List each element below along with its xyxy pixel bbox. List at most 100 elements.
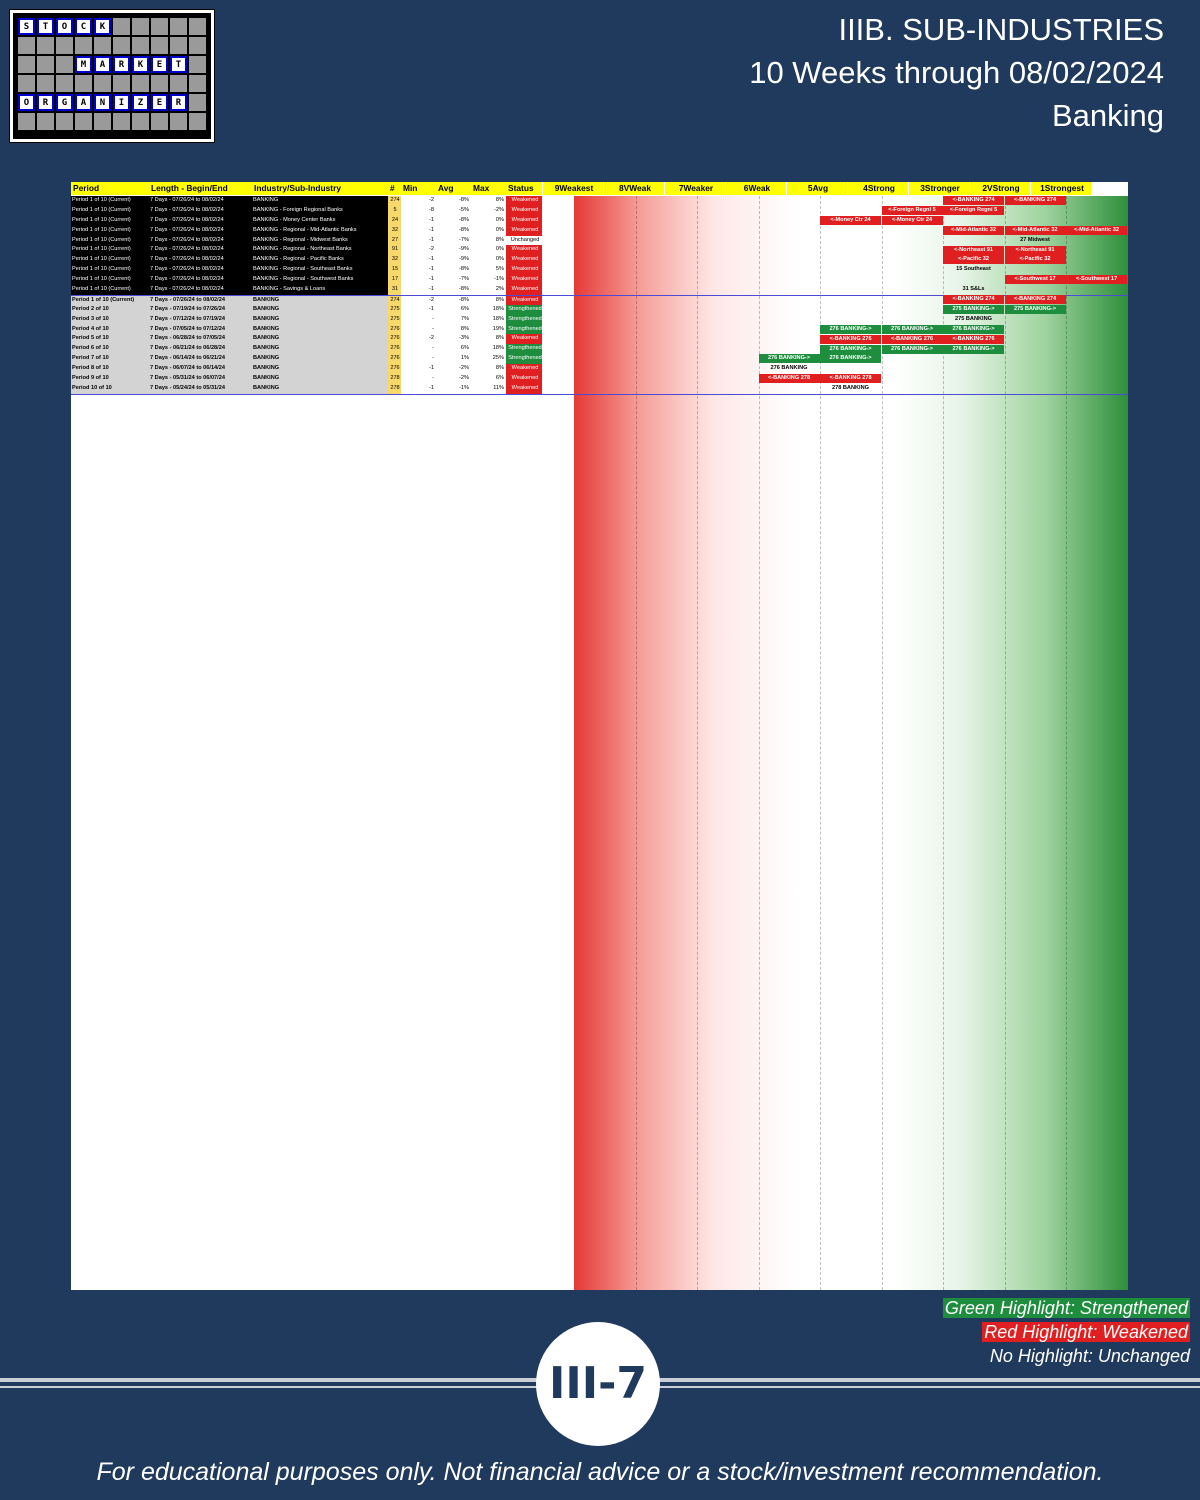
cell-l: 7 Days - 07/05/24 to 07/12/24: [149, 324, 252, 335]
table-row: [71, 1205, 1128, 1215]
band-label: <-Money Ctr 24: [881, 215, 943, 225]
cell-l: 7 Days - 05/31/24 to 06/07/24: [149, 374, 252, 384]
table-row: [71, 750, 1128, 760]
table-row: [71, 898, 1128, 908]
cell-n: 24: [388, 215, 401, 226]
band-divider: [635, 196, 637, 1290]
header-row: Period Length - Begin/End Industry/Sub-Ind…: [71, 182, 1128, 195]
logo-tile: [56, 75, 73, 92]
table-row: Period 1 of 10 (Current) 7 Days - 07/26/2…: [71, 285, 1128, 295]
column-header: 6Weak: [725, 182, 786, 195]
cell-mn: -2: [429, 246, 434, 253]
band-divider: [943, 196, 944, 1290]
band-label: <-Pacific 32: [943, 255, 1004, 265]
cell-mx: 18%: [492, 305, 504, 312]
cell-p: Period 9 of 10: [71, 374, 149, 384]
cell-mn: -2: [429, 197, 434, 203]
band-label: <-Northeast 91: [1004, 245, 1066, 255]
table-row: [71, 513, 1128, 523]
column-header: Avg: [436, 182, 471, 195]
logo-tile: [189, 113, 206, 130]
disclaimer: For educational purposes only. Not finan…: [96, 1458, 1104, 1486]
cell-mx: 0%: [495, 256, 504, 263]
table-row: [71, 433, 1128, 443]
table-row: [71, 888, 1128, 898]
table-row: [71, 780, 1128, 790]
cell-p: Period 10 of 10: [71, 383, 149, 394]
column-header: 7Weaker: [664, 182, 725, 195]
cell-i: BANKING: [252, 374, 388, 384]
legend-red: Red Highlight: Weakened: [982, 1322, 1190, 1342]
cell-n: 17: [388, 275, 401, 286]
column-header: 9Weakest: [542, 182, 603, 195]
band-label: <-BANKING 274: [1004, 295, 1066, 304]
cell-n: 278: [388, 374, 401, 384]
logo-tile: O: [18, 94, 35, 111]
column-header: 2VStrong: [969, 182, 1030, 195]
cell-av: -8%: [459, 197, 469, 203]
cell-l: 7 Days - 07/26/24 to 08/02/24: [149, 205, 252, 216]
cell-n: 27: [388, 235, 401, 246]
cell-mx: 8%: [495, 236, 504, 243]
cell-l: 7 Days - 07/26/24 to 08/02/24: [149, 285, 252, 295]
logo-tile: K: [132, 56, 149, 73]
cell-n: 32: [388, 255, 401, 266]
table-row: Period 9 of 10 7 Days - 05/31/24 to 06/07…: [71, 374, 1128, 384]
table-row: [71, 522, 1128, 532]
table-row: [71, 869, 1128, 879]
cell-mn: -: [432, 355, 434, 362]
table-row: Period 1 of 10 (Current) 7 Days - 07/26/2…: [71, 245, 1128, 256]
cell-av: -5%: [459, 206, 469, 213]
table-row: [71, 958, 1128, 968]
logo-tile: [132, 18, 149, 35]
cell-s: Weakened: [506, 196, 542, 206]
band-divider: [1004, 196, 1006, 1290]
table-row: [71, 770, 1128, 780]
band-divider: [881, 196, 883, 1290]
logo-tile: [75, 113, 92, 130]
band-label: 276 BANKING->: [943, 344, 1004, 354]
cell-av: -9%: [459, 246, 469, 253]
logo-tile: [132, 113, 149, 130]
logo-tile: C: [75, 18, 92, 35]
cell-n: 274: [388, 196, 401, 206]
cell-l: 7 Days - 07/26/24 to 08/02/24: [149, 245, 252, 256]
cell-p: Period 5 of 10: [71, 334, 149, 345]
table-row: Period 1 of 10 (Current) 7 Days - 07/26/2…: [71, 235, 1128, 246]
band-label: 275 BANKING->: [943, 304, 1004, 314]
column-header: Max: [471, 182, 506, 195]
table-row: [71, 393, 1128, 404]
logo-tile: [75, 75, 92, 92]
table-row: [71, 473, 1128, 483]
table-row: Period 8 of 10 7 Days - 06/07/24 to 06/14…: [71, 364, 1128, 375]
cell-l: 7 Days - 07/26/24 to 08/02/24: [149, 275, 252, 286]
cell-s: Weakened: [506, 255, 542, 266]
logo-tile: R: [113, 56, 130, 73]
cell-n: 276: [388, 354, 401, 365]
cell-l: 7 Days - 06/14/24 to 06/21/24: [149, 354, 252, 365]
table-row: [71, 1096, 1128, 1106]
table-row: [71, 859, 1128, 869]
logo-tile: [189, 75, 206, 92]
logo-tile: [56, 113, 73, 130]
cell-mx: 18%: [492, 315, 504, 322]
table-row: Period 1 of 10 (Current) 7 Days - 07/26/2…: [71, 275, 1128, 286]
cell-mx: 8%: [495, 365, 504, 372]
cell-i: BANKING: [252, 354, 388, 365]
table-row: [71, 1106, 1128, 1116]
table-row: [71, 503, 1128, 513]
cell-mn: -1: [429, 226, 434, 233]
cell-mx: 0%: [495, 216, 504, 223]
cell-av: -3%: [459, 335, 469, 342]
band-label: <-Mid-Atlantic 32: [1004, 225, 1066, 235]
logo-tile: [37, 37, 54, 54]
cell-s: Weakened: [506, 215, 542, 226]
band-label: <-Foreign Regnl 5: [881, 205, 943, 215]
table-row: [71, 977, 1128, 987]
cell-l: 7 Days - 07/26/24 to 08/02/24: [149, 215, 252, 226]
cell-n: 276: [388, 364, 401, 375]
table-row: [71, 602, 1128, 612]
table-row: [71, 1244, 1128, 1254]
cell-p: Period 4 of 10: [71, 324, 149, 335]
table-row: [71, 1165, 1128, 1175]
